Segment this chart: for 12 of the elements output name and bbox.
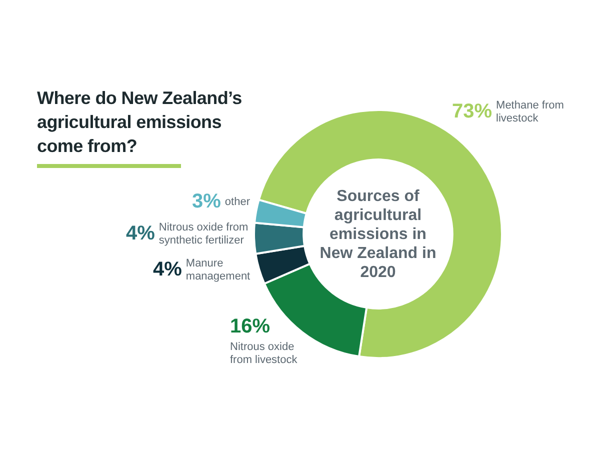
data-label: 3% (192, 190, 222, 213)
slice-label: Nitrous oxide from livestock (230, 341, 298, 366)
data-label: 73% (452, 100, 492, 123)
slice-label: Methane from livestock (496, 100, 564, 125)
slice-label: Nitrous oxide from synthetic fertilizer (158, 222, 248, 247)
text: Where do New Zealand’s agricultural emissions come from? (37, 87, 243, 158)
data-label: 16% (230, 316, 270, 338)
data-label: 4% (126, 222, 156, 245)
slice-label: other (224, 196, 250, 208)
slice-label: Manure management (186, 258, 250, 283)
data-label: 4% (153, 258, 182, 281)
source-note: Sources of agricultural emissions in New Zealand in 2020 (318, 186, 438, 282)
